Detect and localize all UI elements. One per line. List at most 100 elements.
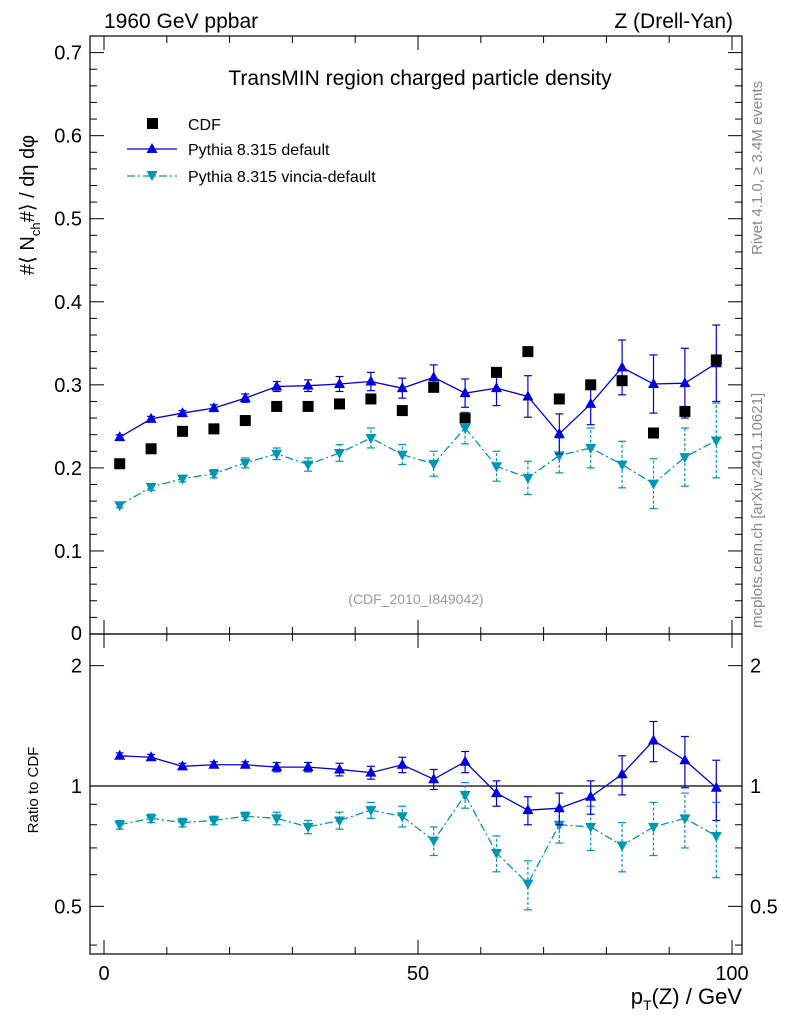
ratio-point [239, 758, 251, 769]
data-point [145, 482, 157, 493]
data-point [522, 390, 534, 401]
data-point [491, 382, 502, 393]
ratio-point [145, 751, 157, 762]
data-point [459, 424, 471, 435]
ratio-point [396, 758, 408, 769]
data-point [114, 458, 126, 470]
data-point [208, 423, 220, 435]
ratio-point [679, 814, 691, 825]
data-point [145, 412, 157, 423]
data-point [177, 474, 188, 485]
data-point [271, 449, 283, 460]
x-axis-label: pT(Z) / GeV [631, 984, 743, 1013]
data-point [585, 443, 597, 454]
ratio-point [679, 754, 691, 765]
data-point [396, 382, 408, 393]
ratio-point [177, 760, 188, 771]
ratio-plot-frame [89, 633, 743, 955]
ratio-axis-label: Ratio to CDF [25, 747, 42, 834]
data-point [365, 375, 377, 386]
y-tick-label: 0.5 [54, 209, 82, 231]
ratio-point [585, 790, 597, 801]
ratio-tick-label-right: 0.5 [750, 896, 778, 918]
ratio-point [208, 816, 220, 827]
plot-title: TransMIN region charged particle density [228, 67, 612, 90]
data-point [585, 397, 597, 408]
data-point [459, 412, 471, 424]
ratio-point [648, 822, 659, 833]
ratio-point [177, 818, 188, 829]
ratio-tick-label-right: 2 [750, 656, 761, 678]
data-point [616, 460, 628, 471]
data-point [208, 469, 220, 480]
legend-default-marker [146, 143, 158, 153]
x-axis-ticks: 0 50 100 [98, 36, 749, 985]
data-point [522, 346, 534, 358]
ratio-point [365, 766, 377, 777]
x-tick-label: 100 [715, 963, 748, 985]
ratio-tick-label: 0.5 [54, 896, 82, 918]
ratio-point [208, 758, 220, 769]
ratio-point [145, 814, 157, 825]
ratio-point [428, 836, 440, 847]
data-point [585, 379, 597, 391]
y-tick-label: 0.3 [54, 375, 82, 397]
mcplots-label: mcplots.cern.ch [arXiv:2401.10621] [749, 393, 766, 628]
data-point [177, 407, 188, 418]
legend-cdf-marker [147, 118, 158, 129]
ratio-tick-label: 2 [71, 656, 82, 678]
ratio-point [585, 822, 597, 833]
y-axis-label: #⟨ Nch#⟩ / dη dφ [17, 135, 43, 275]
legend-cdf-label: CDF [188, 117, 221, 134]
ratio-tick-label: 1 [71, 776, 82, 798]
ratio-point [365, 806, 377, 817]
x-axis-label-rest: (Z) / GeV [652, 984, 743, 1009]
series-pythia-default [114, 324, 722, 826]
data-point [334, 378, 345, 389]
ratio-point [302, 822, 314, 833]
ratio-point [459, 790, 471, 801]
ratio-series-line [119, 739, 717, 811]
legend-vincia-marker [146, 171, 158, 181]
series-pythia-vincia [114, 402, 722, 911]
ratio-y-axis-ticks: 0.5 0.5 1 1 2 2 [54, 656, 778, 946]
data-point [239, 392, 251, 403]
data-point [145, 443, 157, 455]
data-point [428, 459, 440, 470]
ratio-point [553, 802, 565, 813]
x-axis-label-main: p [631, 984, 643, 1009]
y-axis-label-rest: #⟩ / dη dφ [17, 135, 39, 223]
data-point [491, 462, 502, 473]
data-point [365, 433, 377, 444]
data-point [271, 400, 283, 412]
data-point [553, 393, 565, 405]
ratio-tick-label-right: 1 [750, 776, 761, 798]
data-point [396, 405, 408, 417]
data-point [302, 379, 314, 390]
ratio-point [114, 820, 126, 831]
data-point [208, 402, 220, 413]
y-tick-label: 0.1 [54, 541, 82, 563]
main-y-axis-ticks: 0.1 0.2 0.3 0.4 0.5 0.6 0.7 0 [54, 35, 742, 645]
data-point [491, 366, 502, 378]
series-line [119, 362, 717, 438]
legend-vincia-label: Pythia 8.315 vincia-default [188, 169, 376, 186]
data-point [302, 400, 314, 412]
ratio-point [459, 755, 471, 766]
ratio-point [522, 879, 534, 890]
y-axis-label-main: #⟨ N [17, 236, 39, 275]
ratio-point [553, 820, 565, 831]
ratio-point [710, 781, 722, 792]
y-tick-label: 0.2 [54, 458, 82, 480]
rivet-label: Rivet 4.1.0, ≥ 3.4M events [749, 81, 766, 255]
y-tick-label: 0.4 [54, 292, 82, 314]
data-point [239, 415, 251, 427]
ratio-point [239, 812, 251, 823]
ratio-point [648, 734, 659, 745]
data-point [428, 381, 440, 393]
ratio-point [616, 841, 628, 852]
x-tick-label: 50 [407, 963, 429, 985]
legend: CDF Pythia 8.315 default Pythia 8.315 vi… [127, 117, 376, 186]
data-point [334, 448, 345, 459]
data-point [679, 377, 691, 388]
